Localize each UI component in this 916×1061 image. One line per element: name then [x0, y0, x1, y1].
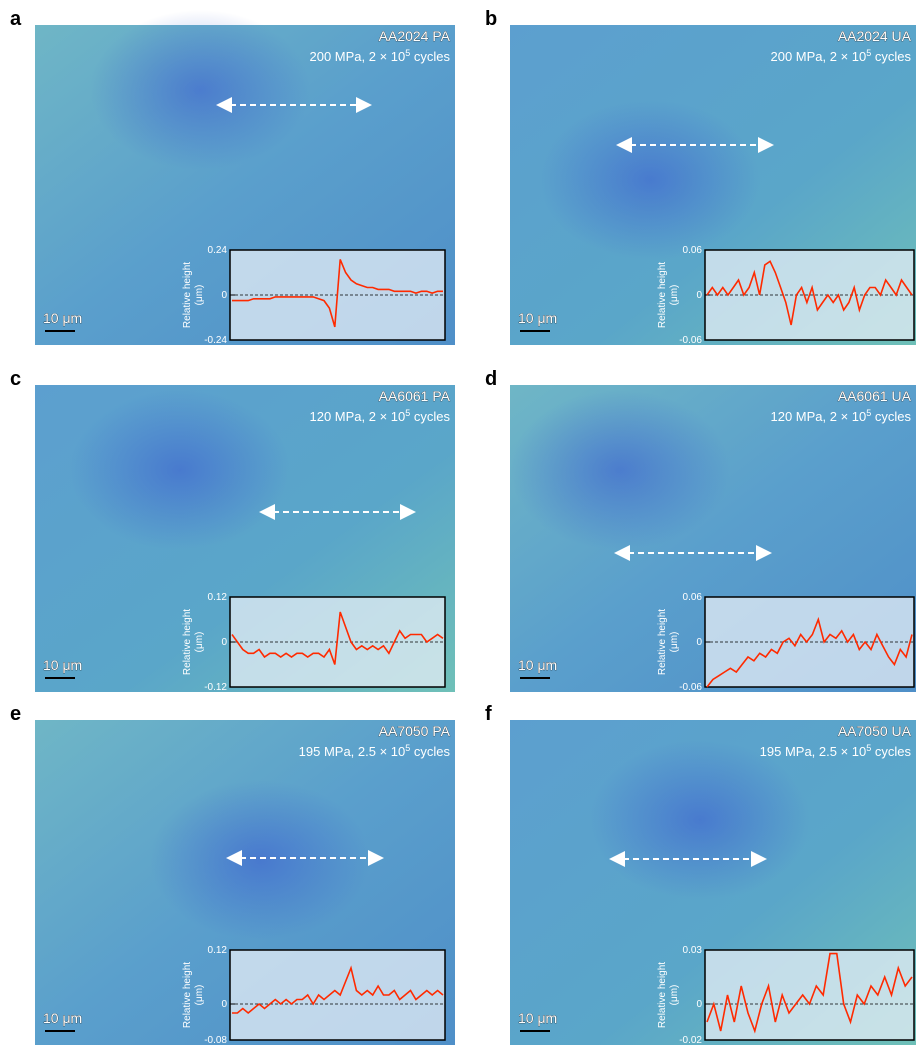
height-profile — [232, 259, 443, 328]
sample-name: AA2024 UA — [838, 28, 912, 44]
panel-label: e — [10, 703, 21, 725]
test-condition: 195 MPa, 2.5 × 105 cycles — [760, 743, 912, 759]
micrograph-feature — [590, 740, 810, 900]
condition-text: 200 MPa, 2 × 10 — [309, 49, 405, 64]
y-tick-label: 0 — [221, 290, 227, 301]
condition-exponent: 5 — [405, 48, 410, 58]
y-axis-unit: (μm) — [669, 285, 680, 306]
y-tick-label: 0.06 — [683, 592, 703, 603]
y-tick-label: 0.24 — [208, 245, 228, 256]
panel-label: d — [485, 368, 497, 390]
scale-bar-label: 10 μm — [43, 657, 82, 673]
y-tick-label: 0.12 — [208, 592, 228, 603]
test-condition: 200 MPa, 2 × 105 cycles — [770, 48, 911, 64]
height-profile — [706, 952, 913, 1034]
y-tick-label: -0.24 — [204, 335, 227, 346]
condition-text: 195 MPa, 2.5 × 10 — [760, 744, 867, 759]
condition-exponent: 5 — [866, 408, 871, 418]
y-tick-label: 0 — [221, 999, 227, 1010]
height-profile — [231, 611, 444, 665]
y-axis-label: Relative height — [657, 962, 668, 1028]
inset-background — [229, 949, 446, 1041]
panel-label: b — [485, 8, 497, 30]
condition-text: 120 MPa, 2 × 10 — [309, 409, 405, 424]
condition-suffix: cycles — [871, 744, 911, 759]
condition-suffix: cycles — [410, 744, 450, 759]
y-axis-label: Relative height — [182, 262, 193, 328]
panel: a AA2024 PA 200 MPa, 2 × 105 cycles 10 μm -0… — [10, 8, 455, 346]
panel-label: a — [10, 8, 22, 30]
y-axis-label: Relative height — [182, 962, 193, 1028]
y-tick-label: -0.06 — [679, 682, 702, 693]
condition-exponent: 5 — [866, 48, 871, 58]
inset-background — [704, 949, 915, 1041]
scale-bar-label: 10 μm — [43, 1010, 82, 1026]
test-condition: 120 MPa, 2 × 105 cycles — [309, 408, 450, 424]
panel: c AA6061 PA 120 MPa, 2 × 105 cycles 10 μm -0… — [10, 368, 455, 693]
y-tick-label: 0.06 — [683, 245, 703, 256]
y-axis-label: Relative height — [657, 609, 668, 675]
test-condition: 195 MPa, 2.5 × 105 cycles — [299, 743, 451, 759]
y-axis-label: Relative height — [657, 262, 668, 328]
condition-exponent: 5 — [405, 743, 410, 753]
panel: f AA7050 UA 195 MPa, 2.5 × 105 cycles 10 μm… — [485, 703, 916, 1046]
inset-background — [704, 596, 915, 688]
micrograph-feature — [90, 10, 310, 170]
y-axis-label: Relative height — [182, 609, 193, 675]
y-axis-unit: (μm) — [194, 285, 205, 306]
height-profile — [706, 616, 913, 688]
condition-text: 120 MPa, 2 × 10 — [770, 409, 866, 424]
y-tick-label: -0.08 — [204, 1035, 227, 1046]
condition-suffix: cycles — [410, 409, 450, 424]
panel-label: f — [485, 703, 492, 725]
condition-exponent: 5 — [405, 408, 410, 418]
y-axis-unit: (μm) — [194, 632, 205, 653]
panel-label: c — [10, 368, 21, 390]
condition-text: 195 MPa, 2.5 × 10 — [299, 744, 406, 759]
condition-exponent: 5 — [866, 743, 871, 753]
condition-suffix: cycles — [871, 409, 911, 424]
sample-name: AA2024 PA — [379, 28, 451, 44]
y-tick-label: -0.06 — [679, 335, 702, 346]
y-tick-label: 0 — [221, 637, 227, 648]
condition-suffix: cycles — [410, 49, 450, 64]
micrograph-feature — [540, 100, 760, 260]
y-tick-label: 0.12 — [208, 945, 228, 956]
micrograph-feature — [150, 780, 370, 940]
panel: e AA7050 PA 195 MPa, 2.5 × 105 cycles 10 μm… — [10, 703, 455, 1046]
scale-bar-label: 10 μm — [518, 1010, 557, 1026]
height-profile — [706, 260, 913, 326]
sample-name: AA6061 PA — [379, 388, 451, 404]
y-axis-unit: (μm) — [669, 985, 680, 1006]
scale-bar-label: 10 μm — [518, 310, 557, 326]
sample-name: AA7050 PA — [379, 723, 451, 739]
y-tick-label: -0.12 — [204, 682, 227, 693]
micrograph-feature — [510, 390, 730, 550]
sample-name: AA6061 UA — [838, 388, 912, 404]
y-tick-label: 0 — [696, 999, 702, 1010]
condition-text: 200 MPa, 2 × 10 — [770, 49, 866, 64]
panel: b AA2024 UA 200 MPa, 2 × 105 cycles 10 μm -0… — [485, 8, 916, 346]
y-tick-label: 0 — [696, 637, 702, 648]
y-tick-label: -0.02 — [679, 1035, 702, 1046]
y-tick-label: 0 — [696, 290, 702, 301]
sample-name: AA7050 UA — [838, 723, 912, 739]
y-axis-unit: (μm) — [194, 985, 205, 1006]
condition-suffix: cycles — [871, 49, 911, 64]
test-condition: 120 MPa, 2 × 105 cycles — [770, 408, 911, 424]
scale-bar-label: 10 μm — [43, 310, 82, 326]
height-profile — [232, 965, 444, 1015]
y-tick-label: 0.03 — [683, 945, 703, 956]
test-condition: 200 MPa, 2 × 105 cycles — [309, 48, 450, 64]
scale-bar-label: 10 μm — [518, 657, 557, 673]
panel: d AA6061 UA 120 MPa, 2 × 105 cycles 10 μm -0… — [485, 368, 916, 693]
micrograph-feature — [70, 390, 290, 550]
y-axis-unit: (μm) — [669, 632, 680, 653]
